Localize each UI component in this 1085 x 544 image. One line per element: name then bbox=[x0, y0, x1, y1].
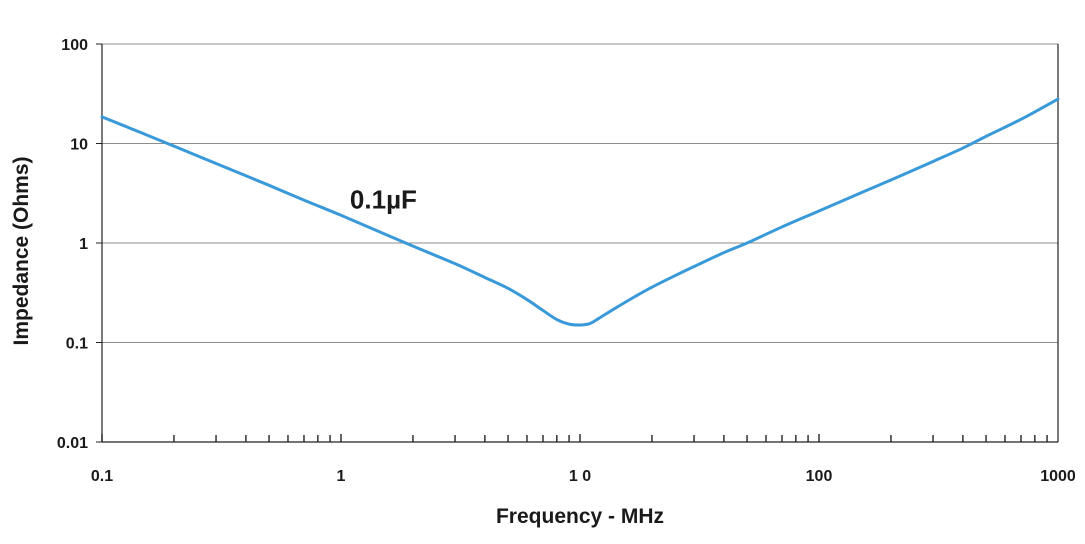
capacitance-annotation: 0.1µF bbox=[350, 185, 417, 215]
y-axis-ticks: 0.01 0.1 1 10 100 bbox=[57, 37, 102, 452]
y-tick-label: 100 bbox=[61, 37, 88, 54]
x-axis-ticks: 0.1 1 1 0 100 1000 bbox=[91, 434, 1076, 485]
x-tick-label: 1 0 bbox=[569, 468, 591, 485]
x-axis-title: Frequency - MHz bbox=[496, 505, 664, 528]
y-tick-label: 0.01 bbox=[57, 435, 88, 452]
y-axis-title: Impedance (Ohms) bbox=[10, 156, 33, 345]
x-tick-label: 1 bbox=[337, 468, 346, 485]
gridlines bbox=[102, 43, 1058, 343]
y-tick-label: 0.1 bbox=[66, 336, 88, 353]
x-tick-label: 100 bbox=[806, 468, 833, 485]
series-group bbox=[100, 97, 1060, 327]
impedance-series-line bbox=[100, 97, 1060, 327]
y-tick-label: 10 bbox=[70, 137, 88, 154]
x-tick-label: 1000 bbox=[1040, 468, 1076, 485]
y-tick-label: 1 bbox=[79, 236, 88, 253]
x-tick-label: 0.1 bbox=[91, 468, 113, 485]
